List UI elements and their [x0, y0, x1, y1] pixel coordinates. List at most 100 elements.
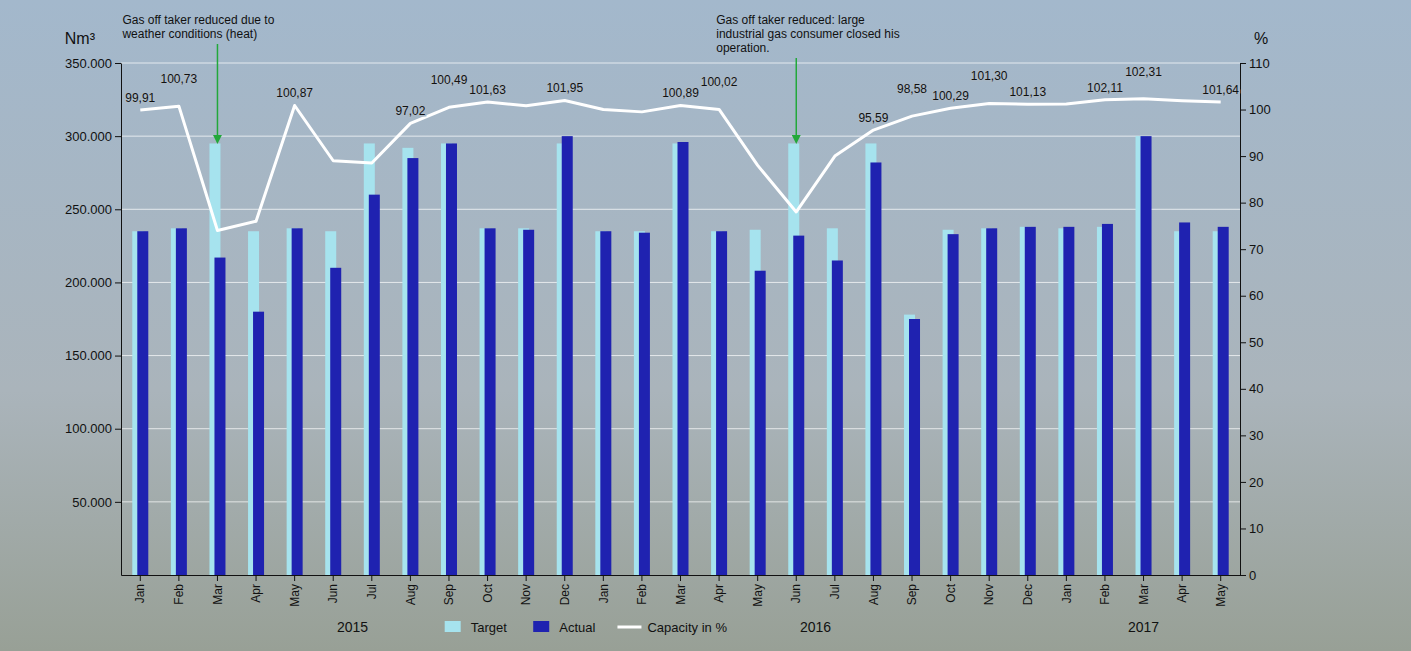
annotation: Gas off taker reduced due toweather cond… [121, 13, 274, 41]
tick: 50.000 [72, 495, 121, 510]
tick-mark [1240, 342, 1246, 343]
legend-swatch [445, 621, 461, 632]
tick-mark [1182, 575, 1183, 581]
legend-label: Capacity in % [647, 620, 727, 635]
bar [1218, 227, 1229, 575]
tick: Apr [249, 575, 263, 603]
tick-mark [950, 575, 951, 581]
bar [523, 230, 534, 575]
tick-label: Dec [558, 584, 572, 605]
tick: Jun [789, 575, 803, 603]
tick: 90 [1240, 149, 1263, 164]
tick-mark [1027, 575, 1028, 581]
tick-label: 50.000 [72, 495, 112, 510]
tick-mark [217, 575, 218, 581]
bar [214, 258, 225, 575]
tick: Jun [326, 575, 340, 603]
tick-label: Aug [404, 584, 418, 605]
tick-mark [140, 575, 141, 581]
grid-line [121, 63, 1240, 64]
tick-mark [1104, 575, 1105, 581]
tick-mark [641, 575, 642, 581]
tick-label: 100 [1249, 102, 1271, 117]
tick-label: Apr [249, 584, 263, 603]
tick: 80 [1240, 195, 1263, 210]
tick-label: Jan [597, 584, 611, 603]
data-label: 99,91 [125, 91, 155, 105]
bar [253, 312, 264, 575]
tick-label: Jun [326, 584, 340, 603]
grid-line [121, 136, 1240, 137]
tick: Feb [635, 575, 649, 605]
data-label: 102,11 [1087, 81, 1123, 95]
tick-mark [1240, 575, 1246, 576]
legend-swatch [617, 626, 641, 629]
bar [986, 228, 997, 575]
group-label: 2017 [1128, 619, 1159, 635]
tick: Jan [1060, 575, 1074, 603]
background [0, 0, 1411, 651]
tick: 60 [1240, 288, 1263, 303]
tick: Feb [172, 575, 186, 605]
tick-label: 90 [1249, 149, 1263, 164]
tick-mark [115, 429, 121, 430]
tick: 350.000 [65, 56, 121, 71]
bar [562, 136, 573, 575]
tick-label: Oct [944, 583, 958, 602]
bar [330, 268, 341, 575]
tick: 50 [1240, 335, 1263, 350]
tick-label: Apr [712, 584, 726, 603]
bar [369, 195, 380, 575]
bar [292, 228, 303, 575]
category-groups: 201520162017 [337, 619, 1159, 635]
tick-label: Jan [133, 584, 147, 603]
data-label: 100,02 [701, 75, 738, 89]
annotation-line: weather conditions (heat) [121, 27, 257, 41]
bar [446, 143, 457, 575]
tick-mark [873, 575, 874, 581]
tick: Dec [1021, 575, 1035, 605]
tick-mark [526, 575, 527, 581]
annotation-arrow [796, 58, 798, 139]
tick-label: 20 [1249, 475, 1263, 490]
tick-label: May [1214, 584, 1228, 607]
y2-axis-title: % [1254, 30, 1268, 47]
bar [716, 231, 727, 575]
tick: 200.000 [65, 275, 121, 290]
tick: Sep [905, 575, 919, 605]
tick: Mar [211, 575, 225, 605]
tick: Oct [944, 575, 958, 603]
line [140, 99, 1220, 231]
tick-label: 110 [1249, 56, 1270, 71]
bar [678, 142, 689, 575]
tick: May [1214, 575, 1228, 607]
tick: Jan [597, 575, 611, 603]
tick-label: Feb [1098, 584, 1112, 605]
tick: Mar [1137, 575, 1151, 605]
tick-label: 200.000 [65, 275, 112, 290]
tick-mark [1240, 110, 1246, 111]
annotations: Gas off taker reduced due toweather cond… [121, 13, 899, 139]
tick: Dec [558, 575, 572, 605]
annotation-line: industrial gas consumer closed his [716, 27, 899, 41]
tick: Apr [1175, 575, 1189, 603]
tick: 30 [1240, 428, 1263, 443]
tick: 0 [1240, 568, 1256, 583]
tick-label: May [288, 584, 302, 607]
tick-mark [1240, 203, 1246, 204]
bar [1141, 136, 1152, 575]
tick-mark [680, 575, 681, 581]
y2-axis: 0102030405060708090100110 [1240, 56, 1271, 583]
tick-label: 300.000 [65, 129, 112, 144]
data-label: 100,73 [161, 72, 198, 86]
bar-series [132, 136, 1223, 575]
x-axis: JanFebMarAprMayJunJulAugSepOctNovDecJanF… [122, 575, 1241, 607]
bar [832, 260, 843, 575]
data-label: 95,59 [858, 111, 888, 125]
tick: 300.000 [65, 129, 121, 144]
data-label: 101,30 [971, 69, 1008, 83]
tick-label: Jan [1060, 584, 1074, 603]
tick-mark [1240, 249, 1246, 250]
tick: May [751, 575, 765, 607]
tick-mark [294, 575, 295, 581]
